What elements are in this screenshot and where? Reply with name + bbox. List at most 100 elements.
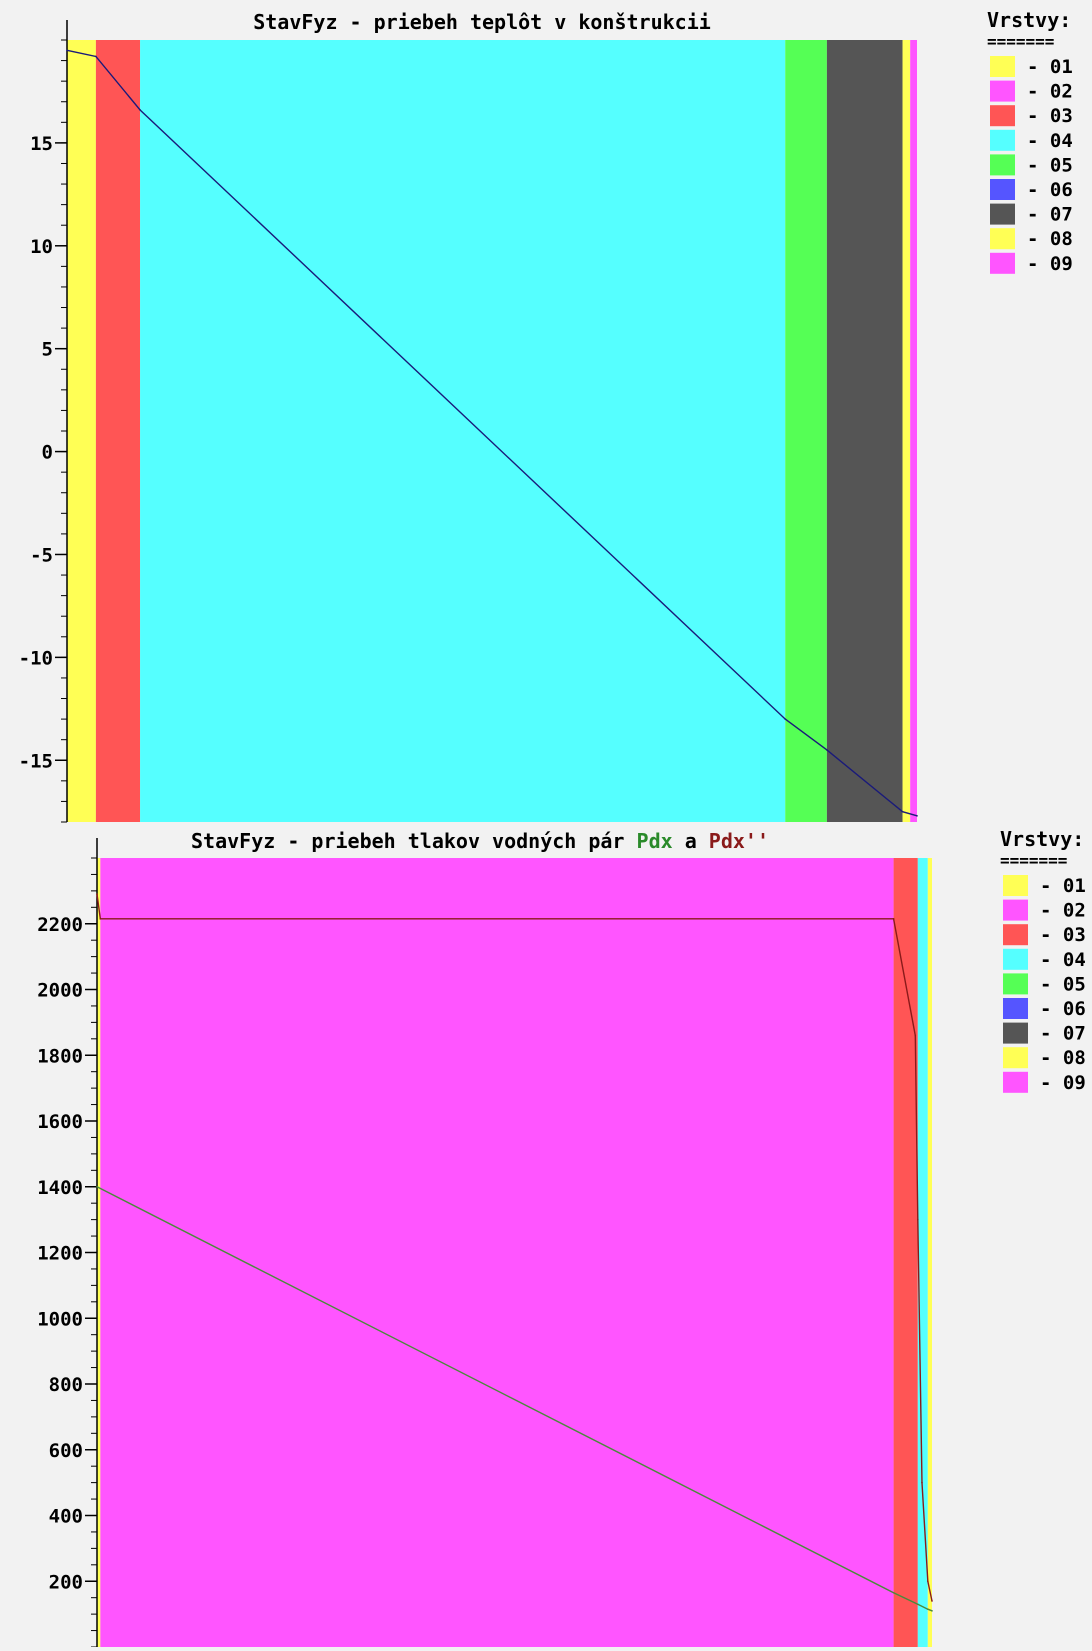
y-tick-label: 10	[30, 236, 53, 258]
legend-label: - 08	[1040, 1047, 1086, 1069]
layer-band-01	[67, 40, 96, 822]
legend-title: Vrstvy:	[1000, 827, 1084, 851]
y-tick-label: 400	[49, 1506, 83, 1528]
layer-band-04	[917, 858, 928, 1647]
legend-label: - 09	[1040, 1072, 1086, 1094]
legend-label: - 03	[1040, 924, 1086, 946]
y-tick-label: -10	[19, 647, 53, 669]
legend-swatch	[990, 252, 1015, 274]
legend-swatch	[990, 56, 1015, 77]
legend-swatch	[990, 228, 1015, 250]
series-point	[96, 1185, 98, 1188]
temperature-chart: 15 10 5 0 -5 -10 -15	[19, 20, 918, 823]
legend-label: - 07	[1027, 204, 1073, 226]
legend-swatch	[1003, 875, 1028, 896]
layer-band-01	[97, 858, 101, 1647]
series-point	[96, 893, 98, 895]
series-point	[914, 1034, 917, 1037]
layer-band-04	[140, 40, 786, 822]
legend-swatch	[1003, 948, 1028, 970]
series-point	[892, 918, 895, 920]
series-point	[927, 1608, 929, 1610]
y-tick-label: 200	[49, 1571, 83, 1593]
series-point	[921, 1481, 923, 1484]
layer-band-03	[893, 858, 918, 1647]
chart-bottom-title-and: a	[673, 829, 709, 853]
legend-swatch	[1003, 1047, 1028, 1069]
series-point	[927, 1580, 929, 1583]
legend-top: Vrstvy:======= - 01 - 02- 03 - 04- 05 - 06 - …	[987, 8, 1073, 275]
y-tick-label: 1400	[37, 1177, 83, 1199]
legend-swatch	[990, 203, 1015, 225]
layer-band-02	[100, 858, 894, 1647]
legend-swatch	[1003, 1071, 1028, 1093]
legend-swatch	[990, 129, 1015, 151]
legend-label: - 01	[1040, 875, 1086, 897]
series-point	[826, 749, 828, 751]
legend-label: - 05	[1027, 154, 1073, 176]
legend-label: - 08	[1027, 228, 1073, 250]
y-tick-label: -5	[30, 544, 53, 566]
series-point	[95, 55, 97, 58]
legend-label: - 03	[1027, 105, 1073, 127]
series-point	[917, 1218, 919, 1221]
legend-label: - 06	[1027, 179, 1073, 201]
legend-title: Vrstvy:	[987, 8, 1071, 32]
y-tick-label: 2000	[37, 980, 83, 1002]
legend-label: - 02	[1040, 900, 1086, 922]
series-line-pdxpp	[96, 894, 933, 1602]
series-point	[139, 109, 141, 111]
chart-bottom-title: StavFyz - priebeh tlakov vodných pár Pdx…	[191, 829, 769, 853]
chart-bottom-title-pdx: Pdx	[637, 829, 673, 853]
y-tick-label: 1000	[37, 1308, 83, 1330]
layer-band-07	[826, 40, 903, 822]
series-point	[901, 810, 904, 813]
series-point	[99, 918, 102, 920]
y-tick-label: 1200	[37, 1243, 83, 1265]
legend-swatch	[1003, 899, 1028, 921]
legend-label: - 02	[1027, 81, 1073, 103]
series-point	[784, 718, 787, 720]
layer-band-03	[95, 40, 141, 822]
legend-swatch	[1003, 1022, 1028, 1044]
y-tick-label: 15	[30, 133, 53, 155]
series-point	[66, 49, 68, 52]
series-point	[931, 1610, 933, 1612]
legend-swatch	[1003, 998, 1028, 1019]
legend-swatch	[990, 154, 1015, 176]
y-tick-label: 800	[49, 1374, 83, 1396]
legend-label: - 07	[1040, 1023, 1086, 1045]
legend-label: - 04	[1027, 130, 1073, 152]
pressure-chart: 2200 2000 1800 1600 1400 1200 1000 800 600 400 200	[37, 838, 933, 1648]
y-tick-label: 0	[42, 442, 53, 464]
layer-band-08	[927, 858, 932, 1647]
y-tick-label: 5	[42, 339, 53, 361]
layer-band-08	[902, 40, 911, 822]
layer-band-09	[910, 40, 917, 822]
series-point	[916, 815, 918, 817]
y-tick-label: 1800	[37, 1045, 83, 1067]
chart-bottom-title-main: StavFyz - priebeh tlakov vodných pár	[191, 829, 637, 853]
chart-bottom-title-pdx-sat: Pdx''	[709, 829, 769, 853]
y-tick-label: 2200	[37, 914, 83, 936]
series-point	[931, 1600, 933, 1602]
legend-label: - 05	[1040, 973, 1086, 995]
legend-swatch	[1003, 924, 1028, 946]
chart-top-title: StavFyz - priebeh teplôt v konštrukcii	[253, 10, 711, 34]
series-point	[892, 1591, 895, 1594]
legend-label: - 04	[1040, 949, 1086, 971]
legend-label: - 09	[1027, 253, 1073, 275]
y-tick-label: 600	[49, 1440, 83, 1462]
y-tick-label: 1600	[37, 1111, 83, 1133]
legend-rule: =======	[1000, 851, 1067, 870]
legend-bottom: Vrstvy:======= - 01 - 02- 03 - 04- 05 - 06 - …	[1000, 827, 1086, 1094]
legend-swatch	[990, 80, 1015, 102]
y-tick-label: -15	[19, 750, 53, 772]
legend-label: - 06	[1040, 998, 1086, 1020]
legend-rule: =======	[987, 32, 1054, 51]
legend-swatch	[990, 105, 1015, 127]
legend-swatch	[990, 179, 1015, 200]
layer-band-05	[785, 40, 827, 822]
